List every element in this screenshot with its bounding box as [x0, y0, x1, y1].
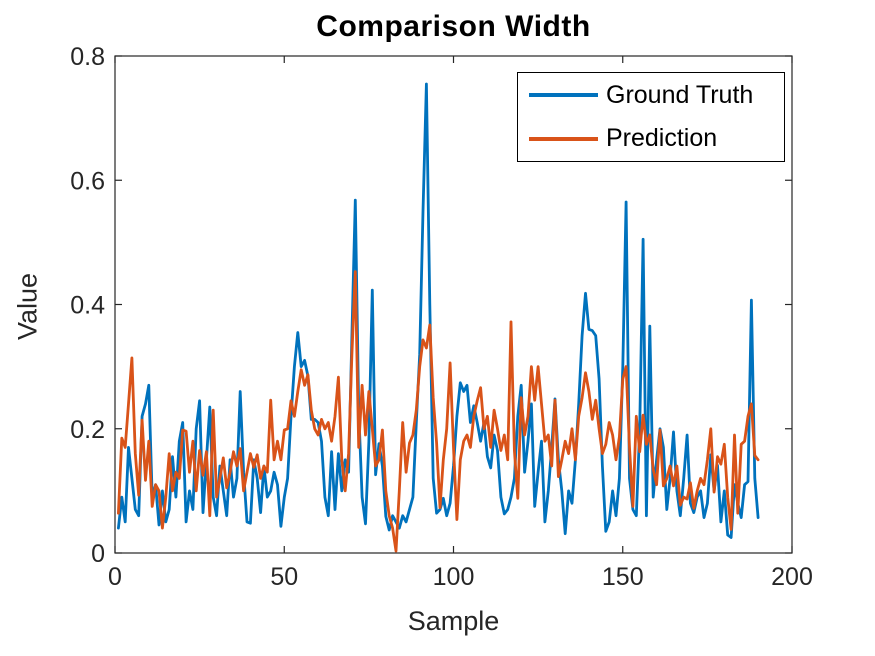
- chart-title: Comparison Width: [316, 10, 591, 43]
- legend-label-ground-truth: Ground Truth: [606, 80, 754, 109]
- x-tick-label: 200: [771, 563, 813, 591]
- x-axis-label: Sample: [407, 606, 500, 636]
- legend-entry-prediction: Prediction: [518, 118, 784, 160]
- series-line-ground-truth: [117, 82, 760, 539]
- legend-entry-ground-truth: Ground Truth: [518, 74, 784, 116]
- x-tick-label: 100: [433, 563, 475, 591]
- prediction-line-sample: [529, 136, 598, 141]
- legend-label-prediction: Prediction: [606, 124, 718, 153]
- legend: Ground Truth Prediction: [517, 72, 785, 162]
- ground-truth-line-sample: [529, 93, 598, 98]
- y-tick-label: 0.6: [70, 167, 105, 195]
- series-line-prediction: [117, 270, 760, 553]
- y-tick-label: 0: [91, 540, 105, 568]
- x-tick-label: 50: [270, 563, 298, 591]
- y-tick-label: 0.4: [70, 292, 105, 320]
- y-axis-label: Value: [12, 272, 43, 341]
- x-tick-label: 0: [108, 563, 122, 591]
- y-tick-label: 0.8: [70, 43, 105, 71]
- y-tick-label: 0.2: [70, 416, 105, 444]
- x-tick-label: 150: [602, 563, 644, 591]
